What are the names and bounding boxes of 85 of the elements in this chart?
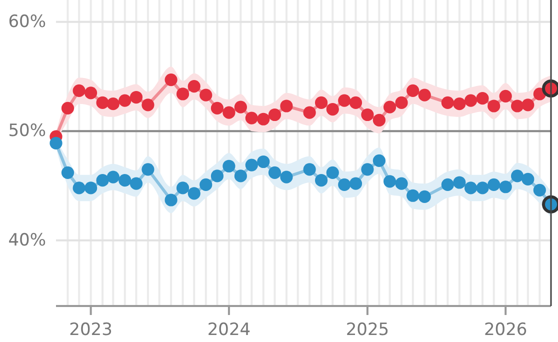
point	[222, 160, 236, 172]
point	[210, 170, 224, 182]
point	[61, 166, 74, 179]
point	[395, 177, 408, 190]
point	[268, 108, 282, 122]
point	[222, 106, 236, 119]
x-tick-label: 2023	[69, 320, 112, 340]
point	[118, 94, 132, 107]
point	[142, 163, 154, 176]
x-tick-label: 2025	[346, 320, 390, 340]
point	[72, 84, 86, 98]
point	[338, 178, 351, 191]
point	[257, 155, 270, 168]
point	[234, 100, 247, 114]
point	[533, 184, 546, 196]
point	[511, 100, 524, 112]
point	[303, 106, 316, 119]
point	[280, 100, 293, 112]
point	[142, 98, 154, 112]
point	[314, 96, 328, 110]
point	[50, 136, 62, 150]
y-tick-label: 40%	[8, 230, 46, 250]
point	[314, 174, 328, 187]
point	[268, 166, 282, 179]
point	[326, 166, 339, 179]
point	[280, 170, 293, 184]
point	[395, 96, 408, 110]
y-tick-label: 60%	[8, 12, 46, 32]
point	[338, 94, 351, 107]
point	[361, 163, 374, 176]
point	[499, 90, 512, 102]
point	[361, 108, 374, 122]
point	[499, 180, 512, 194]
point	[406, 84, 420, 98]
point	[176, 182, 190, 194]
point	[176, 88, 190, 100]
point	[418, 88, 431, 102]
point	[84, 182, 98, 194]
point	[349, 96, 362, 110]
point	[234, 170, 247, 182]
y-tick-label: 50%	[8, 121, 46, 142]
point	[453, 98, 466, 110]
point	[188, 187, 200, 200]
point	[210, 102, 224, 114]
point	[84, 86, 98, 100]
point	[522, 172, 534, 186]
point	[476, 182, 489, 194]
x-tick-label: 2026	[484, 320, 528, 340]
point	[418, 190, 431, 204]
point	[383, 175, 396, 188]
point	[200, 88, 212, 102]
point	[257, 112, 270, 126]
point	[464, 94, 478, 107]
point	[303, 163, 316, 176]
point	[476, 92, 489, 105]
point	[72, 182, 86, 194]
point	[441, 96, 454, 110]
point	[511, 170, 524, 182]
point	[383, 100, 396, 114]
point	[188, 80, 200, 93]
point	[441, 178, 454, 191]
point	[245, 112, 258, 124]
point	[164, 73, 178, 86]
point	[106, 98, 120, 110]
point	[130, 177, 143, 190]
point	[453, 176, 466, 189]
x-tick-label: 2024	[207, 320, 251, 340]
point	[406, 189, 420, 202]
point	[372, 154, 386, 167]
point	[130, 90, 143, 104]
point	[200, 178, 212, 191]
point	[61, 102, 74, 114]
point	[96, 96, 109, 110]
point	[349, 177, 362, 190]
point	[106, 170, 120, 184]
point	[164, 194, 178, 206]
point	[118, 174, 132, 187]
point	[464, 182, 478, 194]
point	[372, 114, 386, 127]
point	[488, 100, 500, 112]
point	[96, 174, 109, 187]
point	[326, 102, 339, 116]
point	[522, 98, 534, 112]
point	[245, 158, 258, 172]
point	[488, 178, 500, 191]
